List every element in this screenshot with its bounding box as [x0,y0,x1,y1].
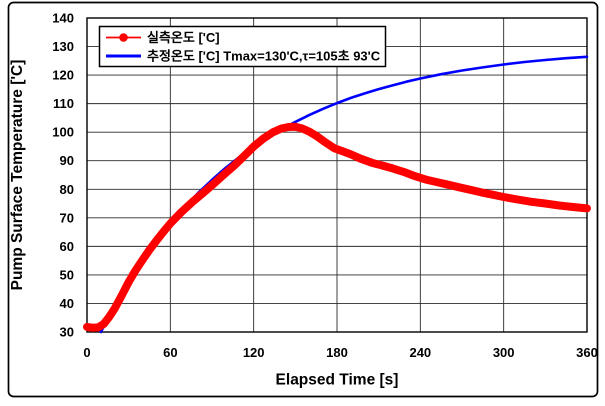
y-tick-label: 120 [52,68,74,83]
y-tick-label: 140 [52,11,74,26]
y-tick-label: 40 [60,296,74,311]
legend-entry-estimated: 추정온도 ['C] Tmax=130'C,τ=105초 93'C [106,49,381,64]
plot-border [86,17,588,333]
x-tick-label: 120 [243,345,265,360]
x-tick-label: 300 [493,345,515,360]
gridlines [87,18,587,332]
y-tick-label: 80 [60,182,74,197]
y-axis-title: Pump Surface Temperature ['C] [9,60,26,291]
y-tick-label: 110 [53,96,74,111]
legend-label-estimated: 추정온도 ['C] Tmax=130'C,τ=105초 93'C [147,49,381,64]
x-tick-label: 60 [163,345,177,360]
y-tick-label: 50 [60,267,74,282]
x-axis-tick-labels: 0 60 120 180 240 300 360 [83,345,597,360]
x-tick-label: 0 [83,345,90,360]
y-tick-label: 30 [60,325,74,340]
legend-label-measured: 실측온도 ['C] [147,30,220,45]
x-axis-title: Elapsed Time [s] [276,372,399,389]
measured-legend-marker-icon [119,33,128,42]
y-axis-tick-labels: 30 40 50 60 70 80 90 100 110 120 130 140 [52,11,74,340]
y-tick-label: 100 [52,125,74,140]
y-tick-label: 60 [60,239,74,254]
legend-box [98,25,387,68]
legend: 실측온도 ['C] 추정온도 ['C] Tmax=130'C,τ=105초 93… [98,25,387,68]
y-tick-label: 70 [60,210,74,225]
y-tick-label: 130 [52,39,74,54]
y-tick-label: 90 [60,153,74,168]
x-tick-label: 180 [326,345,348,360]
measured-temperature-line [83,122,591,332]
legend-entry-measured: 실측온도 ['C] [106,30,220,45]
x-tick-label: 240 [409,345,431,360]
x-tick-label: 360 [576,345,598,360]
